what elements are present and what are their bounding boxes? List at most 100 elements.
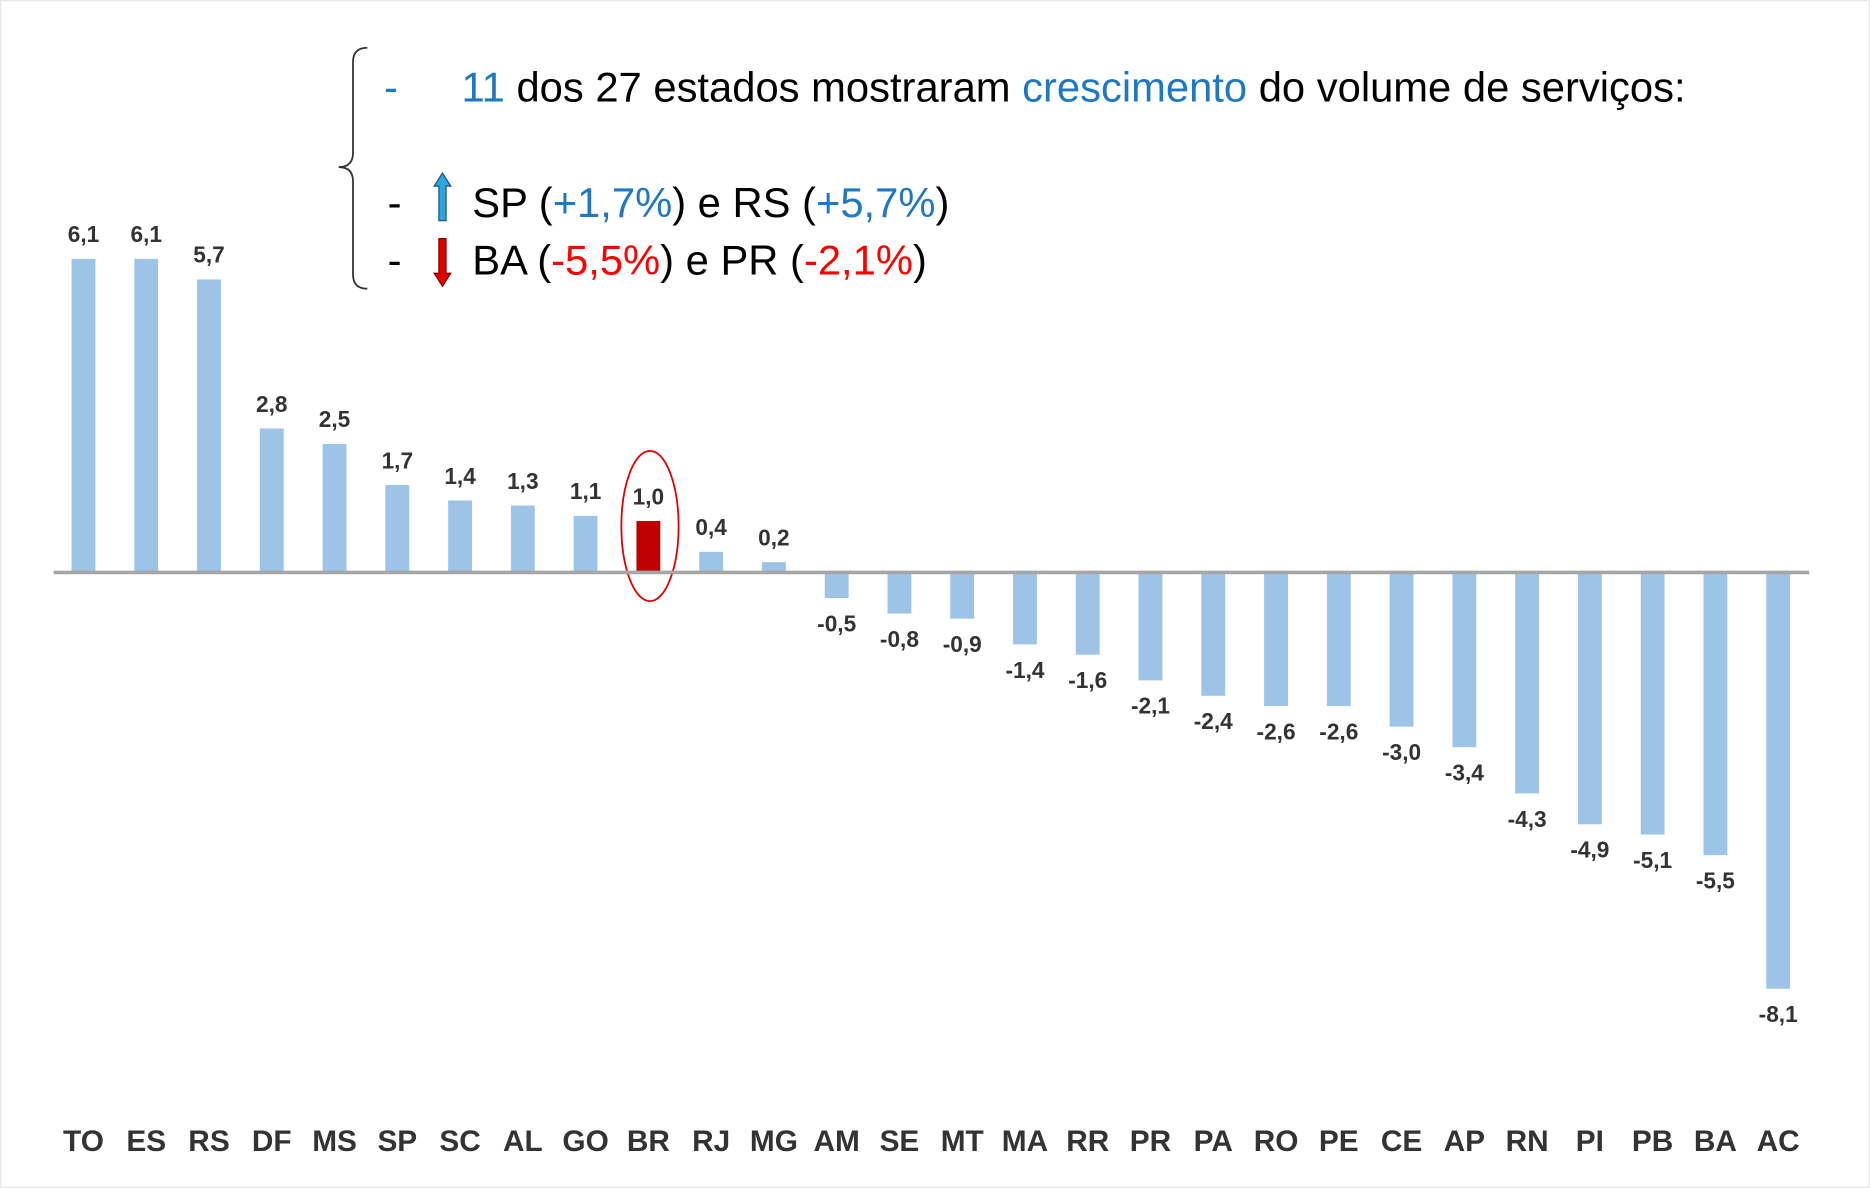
value-label: 1,3: [507, 468, 538, 494]
bar: [1515, 572, 1540, 794]
value-label: -5,1: [1633, 847, 1672, 873]
bar: [71, 258, 96, 573]
bar: [887, 572, 912, 614]
value-label: 5,7: [193, 242, 224, 268]
value-label: -5,5: [1696, 868, 1735, 894]
value-label: -3,4: [1445, 760, 1484, 786]
value-label: 6,1: [68, 221, 99, 247]
x-tick-label: RR: [1066, 1125, 1109, 1158]
bar: [1766, 572, 1791, 989]
bullet: -: [388, 236, 402, 283]
bar: [1075, 572, 1100, 655]
bar: [1703, 572, 1728, 856]
x-tick-label: BA: [1694, 1125, 1737, 1158]
value-label: -8,1: [1759, 1001, 1798, 1027]
x-tick-label: MG: [750, 1125, 798, 1158]
value-label: 1,7: [382, 447, 413, 473]
x-tick-label: MA: [1002, 1125, 1048, 1158]
x-tick-label: MS: [312, 1125, 357, 1158]
bar: [197, 279, 221, 573]
bullet: -: [384, 63, 398, 110]
annotation: 11 dos 27 estados mostraram crescimento …: [462, 63, 1686, 110]
x-tick-label: AC: [1757, 1125, 1800, 1158]
bar: [1577, 572, 1602, 825]
x-tick-label: SE: [880, 1125, 920, 1158]
bullet: -: [388, 179, 402, 226]
x-tick-label: AL: [503, 1125, 543, 1158]
x-tick-label: RO: [1254, 1125, 1299, 1158]
bar: [134, 258, 159, 573]
bar: [448, 500, 473, 573]
value-label: -1,6: [1068, 667, 1107, 693]
annotation-part: BA (: [472, 236, 551, 283]
bar: [1452, 572, 1477, 748]
x-tick-label: PI: [1576, 1125, 1604, 1158]
value-label: 2,8: [256, 391, 287, 417]
x-tick-label: SP: [377, 1125, 417, 1158]
bar: [573, 515, 598, 573]
value-label: -2,1: [1131, 693, 1170, 719]
bar: [1389, 572, 1414, 727]
value-label: -3,0: [1382, 739, 1421, 765]
value-label: -1,4: [1005, 657, 1044, 683]
x-tick-label: GO: [562, 1125, 608, 1158]
annotation-part: SP (: [472, 179, 553, 226]
bar: [385, 485, 410, 573]
x-tick-label: RN: [1506, 1125, 1549, 1158]
annotation: BA (-5,5%) e PR (-2,1%): [472, 236, 927, 283]
x-tick-label: RS: [188, 1125, 229, 1158]
x-tick-label: BR: [627, 1125, 670, 1158]
bar: [636, 521, 661, 573]
annotation-part: ): [935, 179, 949, 226]
value-label: 6,1: [131, 221, 162, 247]
annotation-part: -2,1%: [804, 236, 913, 283]
bar: [259, 428, 284, 573]
bar: [1013, 572, 1037, 645]
value-label: -0,5: [817, 611, 856, 637]
value-label: -0,8: [880, 626, 919, 652]
bar: [1326, 572, 1351, 707]
x-tick-label: PB: [1632, 1125, 1673, 1158]
annotation-part: ) e RS (: [672, 179, 816, 226]
bar: [950, 572, 975, 619]
annotation-part: do volume de serviços:: [1247, 63, 1685, 110]
bar: [761, 562, 786, 573]
annotation-part: ) e PR (: [660, 236, 804, 283]
highlight-ellipse: [620, 449, 680, 603]
value-label: 1,0: [633, 483, 664, 509]
bar: [510, 505, 535, 573]
annotation-part: +1,7%: [553, 179, 673, 226]
x-tick-label: DF: [252, 1125, 292, 1158]
value-label: 0,2: [758, 524, 789, 550]
up-arrow: [433, 171, 452, 222]
x-tick-label: ES: [126, 1125, 166, 1158]
x-tick-label: MT: [941, 1125, 984, 1158]
x-tick-label: AP: [1444, 1125, 1485, 1158]
annotation-part: +5,7%: [816, 179, 936, 226]
value-label: -4,9: [1570, 837, 1609, 863]
bar: [699, 551, 724, 573]
annotation-part: crescimento: [1022, 63, 1247, 110]
value-label: 1,4: [444, 463, 476, 489]
annotation-part: ): [913, 236, 927, 283]
bar: [1264, 572, 1288, 707]
brace: [338, 46, 368, 290]
x-tick-label: SC: [439, 1125, 480, 1158]
annotation-part: dos 27 estados mostraram: [505, 63, 1022, 110]
value-label: -0,9: [943, 631, 982, 657]
x-tick-label: CE: [1381, 1125, 1422, 1158]
bar: [1138, 572, 1163, 681]
value-label: 1,1: [570, 478, 601, 504]
annotation-part: -5,5%: [551, 236, 660, 283]
down-arrow: [433, 238, 452, 288]
value-label: 2,5: [319, 406, 350, 432]
x-tick-label: PE: [1319, 1125, 1359, 1158]
x-tick-label: PR: [1130, 1125, 1171, 1158]
annotation-part: 11: [462, 63, 505, 110]
x-tick-label: RJ: [692, 1125, 730, 1158]
value-label: -2,4: [1194, 708, 1233, 734]
value-label: -2,6: [1257, 718, 1296, 744]
